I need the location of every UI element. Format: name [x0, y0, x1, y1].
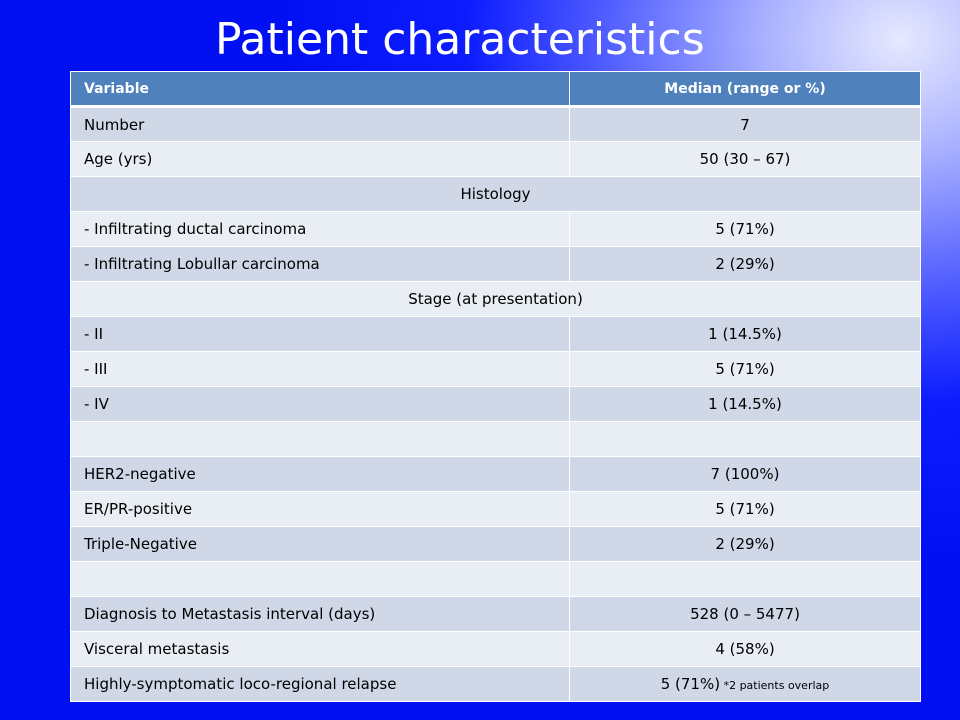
- value-cell: [569, 421, 921, 457]
- table-row-blank: [70, 561, 921, 597]
- table-row: Triple-Negative 2 (29%): [70, 526, 921, 562]
- value-cell: 4 (58%): [569, 631, 921, 667]
- section-row: Histology: [70, 176, 921, 212]
- section-heading-stage: Stage (at presentation): [70, 281, 921, 317]
- variable-cell: - III: [70, 351, 570, 387]
- table-row: - III 5 (71%): [70, 351, 921, 387]
- value-cell: 2 (29%): [569, 246, 921, 282]
- table-row: Highly-symptomatic loco-regional relapse…: [70, 666, 921, 702]
- patient-characteristics-table: Variable Median (range or %) Number 7 Ag…: [70, 71, 921, 702]
- value-cell: 5 (71%): [569, 211, 921, 247]
- value-cell: 2 (29%): [569, 526, 921, 562]
- value-cell: 7 (100%): [569, 456, 921, 492]
- table-row: - Infiltrating Lobullar carcinoma 2 (29%…: [70, 246, 921, 282]
- table-header-row: Variable Median (range or %): [70, 71, 921, 108]
- value-cell: 5 (71%): [569, 491, 921, 527]
- variable-cell: Triple-Negative: [70, 526, 570, 562]
- value-cell: [569, 561, 921, 597]
- table-row: Age (yrs) 50 (30 – 67): [70, 141, 921, 177]
- table-row: Diagnosis to Metastasis interval (days) …: [70, 596, 921, 632]
- value-text: 5 (71%): [660, 675, 721, 693]
- variable-cell: Highly-symptomatic loco-regional relapse: [70, 666, 570, 702]
- variable-cell: ER/PR-positive: [70, 491, 570, 527]
- variable-cell: - Infiltrating ductal carcinoma: [70, 211, 570, 247]
- value-cell: 7: [569, 106, 921, 142]
- section-heading-histology: Histology: [70, 176, 921, 212]
- column-header-variable: Variable: [70, 71, 570, 108]
- variable-cell: HER2-negative: [70, 456, 570, 492]
- value-cell: 1 (14.5%): [569, 386, 921, 422]
- table-row: HER2-negative 7 (100%): [70, 456, 921, 492]
- variable-cell: Age (yrs): [70, 141, 570, 177]
- slide-title: Patient characteristics: [215, 14, 705, 65]
- table-row: Visceral metastasis 4 (58%): [70, 631, 921, 667]
- variable-cell: [70, 421, 570, 457]
- variable-cell: - IV: [70, 386, 570, 422]
- footnote-text: *2 patients overlap: [720, 679, 830, 692]
- table-row: - IV 1 (14.5%): [70, 386, 921, 422]
- table-row: ER/PR-positive 5 (71%): [70, 491, 921, 527]
- variable-cell: - Infiltrating Lobullar carcinoma: [70, 246, 570, 282]
- table-row-blank: [70, 421, 921, 457]
- variable-cell: Visceral metastasis: [70, 631, 570, 667]
- variable-cell: [70, 561, 570, 597]
- column-header-median: Median (range or %): [569, 71, 921, 108]
- value-cell: 1 (14.5%): [569, 316, 921, 352]
- variable-cell: Number: [70, 106, 570, 142]
- value-cell: 50 (30 – 67): [569, 141, 921, 177]
- table-row: Number 7: [70, 106, 921, 142]
- table-row: - II 1 (14.5%): [70, 316, 921, 352]
- table-row: - Infiltrating ductal carcinoma 5 (71%): [70, 211, 921, 247]
- variable-cell: - II: [70, 316, 570, 352]
- value-cell: 5 (71%): [569, 351, 921, 387]
- value-cell: 5 (71%) *2 patients overlap: [569, 666, 921, 702]
- value-cell: 528 (0 – 5477): [569, 596, 921, 632]
- variable-cell: Diagnosis to Metastasis interval (days): [70, 596, 570, 632]
- section-row: Stage (at presentation): [70, 281, 921, 317]
